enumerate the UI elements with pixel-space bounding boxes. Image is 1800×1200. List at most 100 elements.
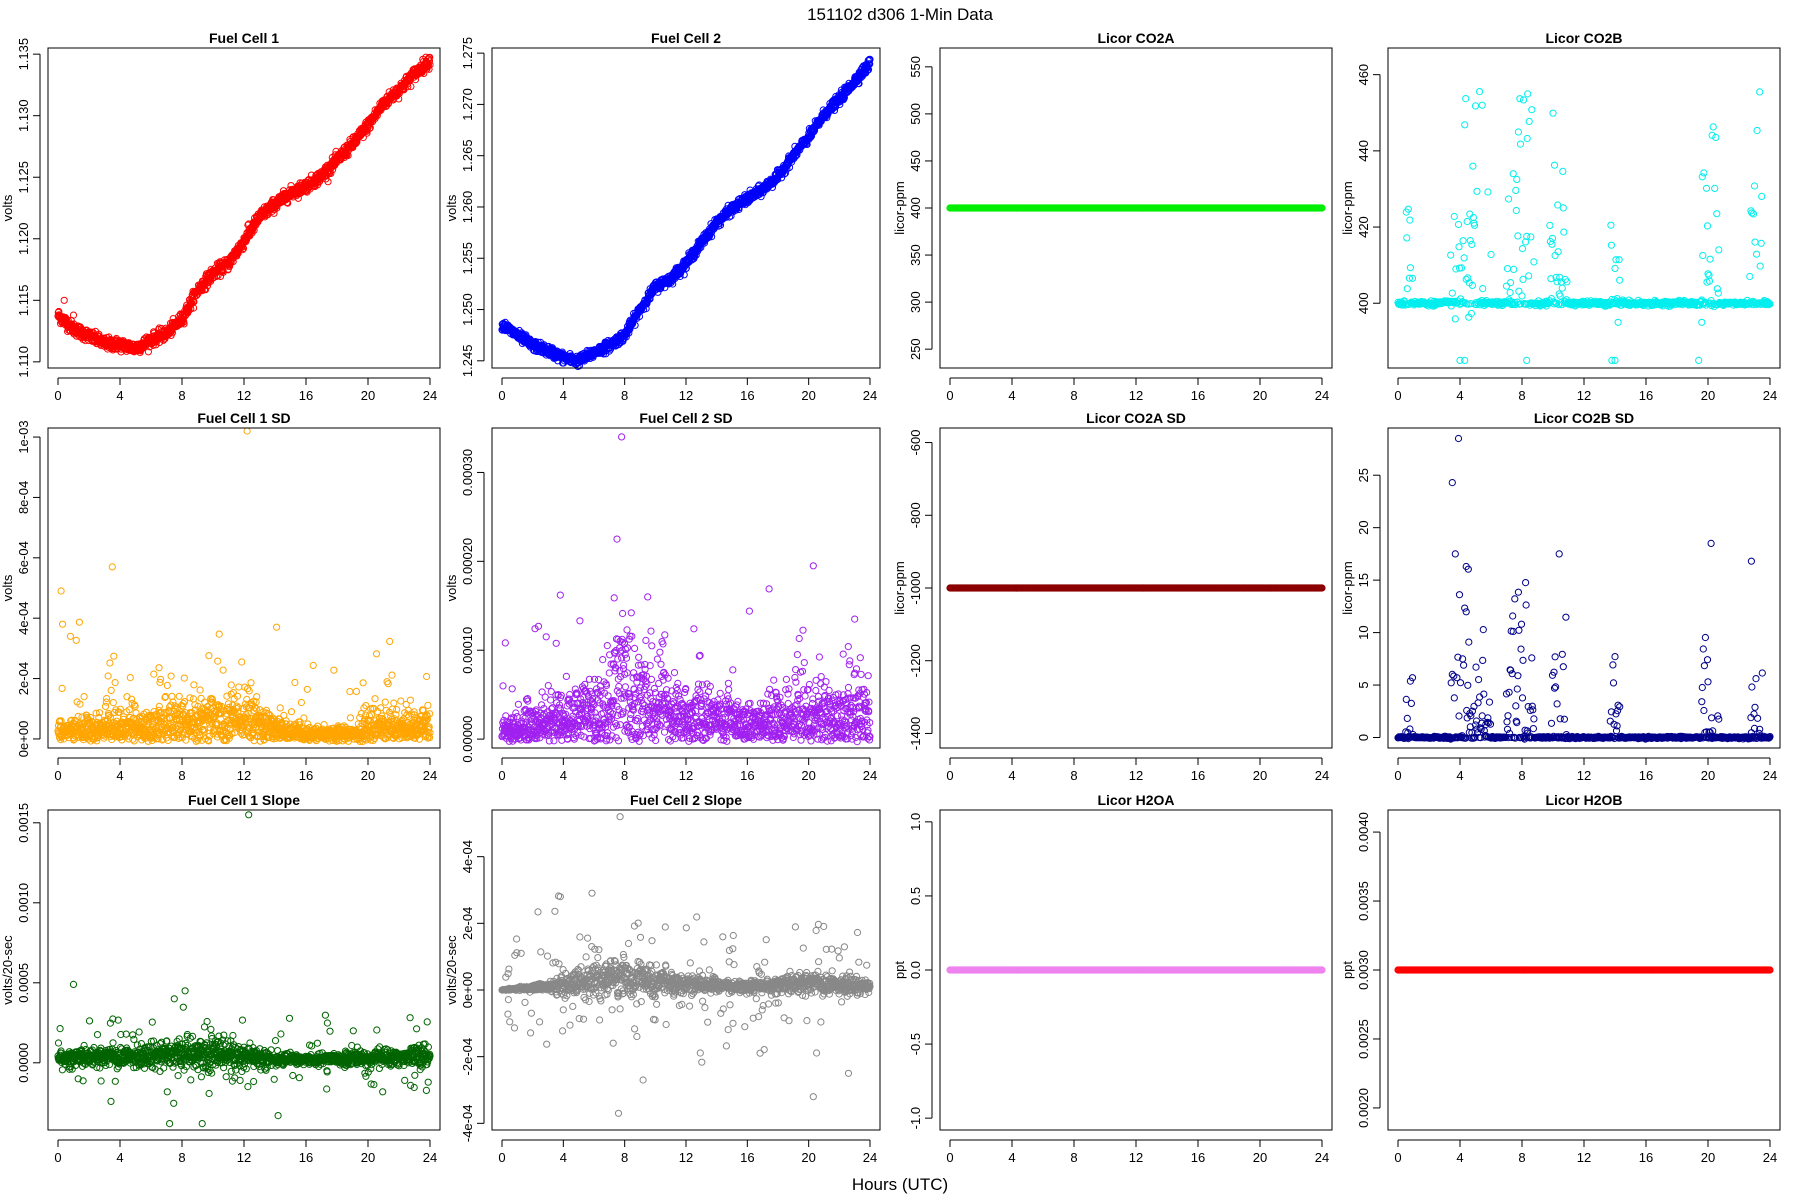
data-point bbox=[1698, 173, 1706, 181]
data-point bbox=[1476, 88, 1484, 96]
x-tick-label: 24 bbox=[863, 388, 877, 403]
x-tick-label: 24 bbox=[1763, 388, 1777, 403]
data-point bbox=[235, 683, 243, 691]
y-tick-label: 1.270 bbox=[460, 88, 475, 121]
data-point bbox=[180, 674, 188, 682]
data-point bbox=[111, 679, 119, 687]
data-point bbox=[1510, 265, 1518, 273]
data-point bbox=[1698, 318, 1706, 326]
data-point bbox=[150, 670, 158, 678]
data-point bbox=[1450, 212, 1458, 221]
data-point bbox=[1513, 175, 1521, 183]
data-point bbox=[1714, 289, 1722, 297]
data-point bbox=[103, 694, 111, 703]
data-point bbox=[1516, 95, 1524, 103]
data-point bbox=[1460, 254, 1468, 262]
data-point bbox=[1711, 184, 1719, 192]
panel-title: Licor CO2A bbox=[1097, 30, 1174, 46]
data-point bbox=[1713, 285, 1721, 293]
y-tick-label: 400 bbox=[1356, 292, 1371, 314]
data-point bbox=[1466, 237, 1474, 245]
x-axis: 0 4 8 12 16 20 24 bbox=[946, 377, 1329, 403]
panel-fc1: Fuel Cell 10 4 8 12 16 20 241.1101.1151.1201.1… bbox=[0, 30, 441, 403]
x-tick-label: 12 bbox=[1577, 388, 1591, 403]
y-tick-label: 1.250 bbox=[460, 293, 475, 326]
data-point bbox=[1514, 128, 1523, 136]
x-tick-label: 8 bbox=[1518, 388, 1525, 403]
data-point bbox=[1559, 167, 1567, 175]
data-point bbox=[1703, 222, 1712, 230]
y-tick-label: 1.120 bbox=[16, 222, 31, 255]
data-point bbox=[1505, 195, 1513, 203]
data-point bbox=[144, 348, 152, 356]
y-tick-label: 550 bbox=[908, 56, 923, 78]
data-point bbox=[1528, 106, 1536, 114]
data-point bbox=[180, 320, 188, 328]
data-point bbox=[1509, 170, 1517, 178]
data-point bbox=[1503, 265, 1512, 273]
data-point bbox=[1506, 288, 1514, 297]
y-tick-label: 450 bbox=[908, 150, 923, 172]
data-point bbox=[1715, 246, 1723, 254]
y-tick-label: 1.260 bbox=[460, 191, 475, 224]
data-point bbox=[110, 652, 118, 660]
data-point bbox=[1525, 117, 1533, 126]
x-tick-label: 8 bbox=[621, 388, 628, 403]
x-tick-label: 24 bbox=[423, 388, 437, 403]
data-point bbox=[1461, 356, 1469, 364]
data-point bbox=[227, 681, 235, 689]
data-point bbox=[1559, 204, 1567, 212]
y-tick-label: 400 bbox=[908, 197, 923, 219]
panel-title: Licor CO2B bbox=[1545, 30, 1622, 46]
data-point bbox=[1519, 275, 1527, 283]
data-point bbox=[107, 686, 115, 695]
data-point bbox=[1616, 276, 1624, 284]
data-point bbox=[1448, 289, 1456, 297]
data-point bbox=[1527, 233, 1535, 241]
y-axis-label: volts bbox=[444, 194, 459, 221]
panel-fc2: Fuel Cell 20 4 8 12 16 20 241.2451.2501.2551.2… bbox=[444, 30, 881, 403]
data-point bbox=[1484, 188, 1492, 196]
y-tick-label: 300 bbox=[908, 291, 923, 313]
x-tick-label: 12 bbox=[237, 388, 251, 403]
x-tick-label: 0 bbox=[498, 388, 505, 403]
data-point bbox=[201, 698, 209, 706]
data-point bbox=[1751, 238, 1759, 246]
data-point bbox=[1462, 95, 1470, 103]
data-point bbox=[201, 286, 210, 294]
y-tick-label: 1.275 bbox=[460, 37, 475, 70]
data-point bbox=[60, 296, 68, 304]
x-tick-label: 20 bbox=[1253, 388, 1267, 403]
y-tick-label: 500 bbox=[908, 103, 923, 125]
data-point bbox=[1556, 292, 1564, 300]
data-point bbox=[1524, 90, 1532, 98]
data-point bbox=[1746, 272, 1754, 281]
data-point bbox=[1702, 184, 1711, 192]
x-tick-label: 16 bbox=[1639, 388, 1653, 403]
data-point bbox=[1614, 318, 1622, 326]
data-point bbox=[1478, 101, 1486, 109]
data-point bbox=[1753, 126, 1761, 135]
data-point bbox=[1558, 284, 1566, 292]
plot-frame bbox=[1387, 47, 1781, 369]
data-points bbox=[946, 204, 1326, 212]
data-point bbox=[1518, 292, 1526, 300]
data-point bbox=[1471, 102, 1480, 110]
data-point bbox=[69, 311, 78, 319]
data-point bbox=[1403, 234, 1411, 242]
x-tick-label: 16 bbox=[299, 388, 313, 403]
data-point bbox=[1560, 228, 1568, 236]
data-point bbox=[175, 692, 183, 700]
data-point bbox=[130, 737, 138, 745]
data-point bbox=[80, 693, 88, 701]
y-tick-label: 1.265 bbox=[460, 139, 475, 172]
y-tick-label: 420 bbox=[1356, 216, 1371, 238]
panel-title: Fuel Cell 1 SD bbox=[197, 410, 290, 426]
data-point bbox=[1695, 356, 1703, 364]
data-point bbox=[1454, 220, 1463, 229]
data-point bbox=[1406, 264, 1415, 272]
